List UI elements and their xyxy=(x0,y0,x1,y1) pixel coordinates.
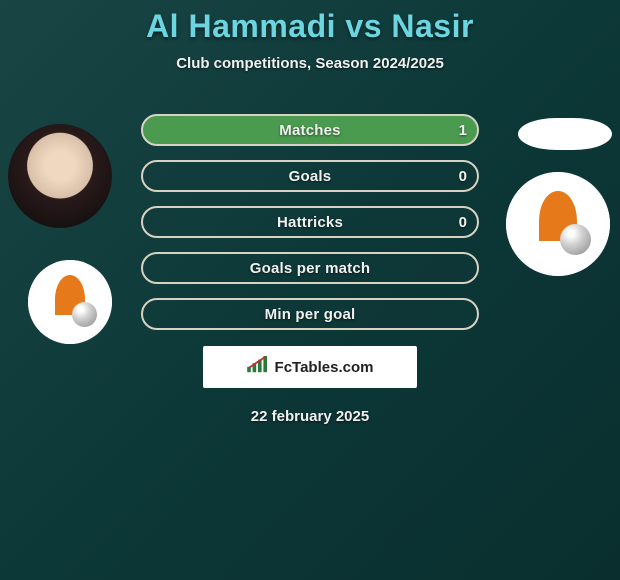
stat-row-goals-per-match: Goals per match xyxy=(141,252,479,284)
date-label: 22 february 2025 xyxy=(0,408,620,425)
player-right-club-logo xyxy=(506,172,610,276)
player-left-avatar xyxy=(8,124,112,228)
stat-value-right: 0 xyxy=(459,168,467,185)
brand-badge: FcTables.com xyxy=(203,346,417,388)
page-title: Al Hammadi vs Nasir xyxy=(0,8,620,45)
stat-label: Goals xyxy=(289,168,332,185)
stat-value-right: 1 xyxy=(459,122,467,139)
face-icon xyxy=(8,124,112,228)
player-right-avatar xyxy=(518,118,612,150)
stat-row-hattricks: Hattricks 0 xyxy=(141,206,479,238)
stat-row-goals: Goals 0 xyxy=(141,160,479,192)
chart-icon xyxy=(247,356,269,378)
club-logo-icon xyxy=(28,260,112,344)
stat-value-right: 0 xyxy=(459,214,467,231)
player-left-club-logo xyxy=(28,260,112,344)
subtitle: Club competitions, Season 2024/2025 xyxy=(0,55,620,72)
stat-row-min-per-goal: Min per goal xyxy=(141,298,479,330)
stat-row-matches: Matches 1 xyxy=(141,114,479,146)
brand-label: FcTables.com xyxy=(275,359,374,376)
stat-label: Matches xyxy=(279,122,340,139)
stat-label: Goals per match xyxy=(250,260,371,277)
stat-label: Min per goal xyxy=(265,306,356,323)
club-logo-icon xyxy=(506,172,610,276)
stat-label: Hattricks xyxy=(277,214,343,231)
